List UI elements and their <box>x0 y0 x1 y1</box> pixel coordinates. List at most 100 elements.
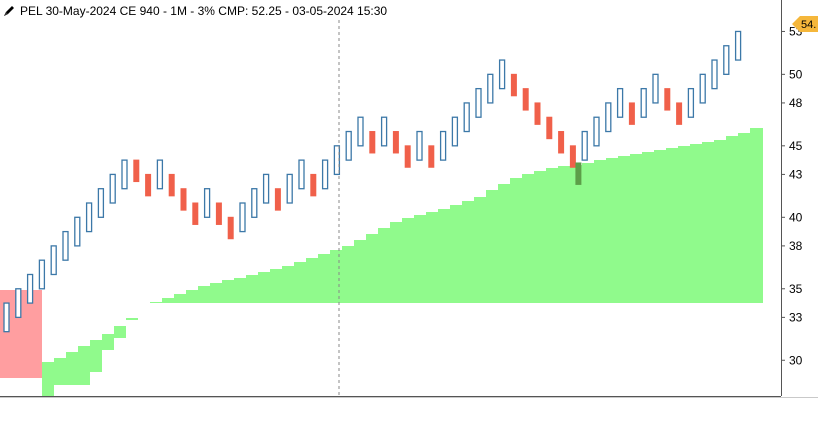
renko-box-down <box>628 102 635 125</box>
channel-fill-step <box>66 352 78 385</box>
renko-box-down <box>274 188 281 211</box>
channel-fill-step <box>402 218 414 303</box>
renko-box-up <box>38 259 46 290</box>
channel-fill-step <box>342 246 354 303</box>
renko-box-up <box>203 188 211 218</box>
channel-fill-step <box>282 266 294 303</box>
channel-fill-step <box>102 334 114 350</box>
renko-box-down <box>428 145 435 168</box>
renko-box-up <box>62 230 69 261</box>
channel-fill-step <box>414 215 426 303</box>
y-tick-label: 30 <box>789 353 803 367</box>
renko-box-up <box>616 87 624 118</box>
price-badge-label: 54. <box>801 19 816 31</box>
renko-box-down <box>404 145 411 168</box>
channel-fill-step <box>174 294 186 303</box>
channel-fill-step <box>438 209 450 303</box>
renko-box-down <box>227 216 234 240</box>
channel-fill-step <box>90 340 102 372</box>
y-tick-label: 43 <box>789 167 803 181</box>
renko-box-up <box>699 73 706 104</box>
channel-fill-step <box>582 163 594 303</box>
renko-box-up <box>50 245 57 276</box>
renko-box-up <box>97 188 105 218</box>
channel-fill-step <box>522 174 534 303</box>
y-tick-label: 33 <box>789 310 803 324</box>
signal-marker-box <box>575 162 582 185</box>
renko-box-up <box>734 30 742 61</box>
renko-box-down <box>546 116 553 140</box>
renko-box-up <box>605 102 612 133</box>
renko-box-down <box>369 131 376 154</box>
renko-box-up <box>3 302 10 333</box>
y-tick-label: 35 <box>789 282 803 296</box>
renko-box-up <box>593 116 600 147</box>
channel-fill-step <box>210 283 222 303</box>
renko-box-down <box>180 188 187 211</box>
pencil-icon[interactable] <box>2 4 16 18</box>
renko-box-up <box>723 45 730 75</box>
channel-fill-step <box>186 290 198 303</box>
channel-fill-step <box>258 272 270 303</box>
channel-fill-step <box>570 165 582 303</box>
channel-fill-step <box>126 318 138 320</box>
channel-fill-step <box>654 150 666 303</box>
channel-fill-step <box>486 190 498 303</box>
renko-box-up <box>156 159 164 190</box>
renko-box-down <box>310 173 317 197</box>
price-badge: 54. <box>792 16 818 32</box>
channel-fill-step <box>714 140 726 303</box>
channel-fill-step <box>690 144 702 303</box>
renko-box-up <box>357 116 364 147</box>
price-badge-shape <box>792 16 818 32</box>
renko-box-down <box>215 202 222 225</box>
channel-fill-step <box>630 154 642 303</box>
channel-fill-step <box>450 205 462 303</box>
channel-fill-step <box>738 133 750 303</box>
y-tick-label: 48 <box>789 96 803 110</box>
channel-fill-step <box>78 346 90 385</box>
renko-box-up <box>239 202 246 233</box>
renko-box-up <box>475 87 482 118</box>
renko-box-down <box>664 88 671 111</box>
renko-box-down <box>392 131 399 154</box>
channel-fill-step <box>546 168 558 303</box>
channel-fill-step <box>234 278 246 303</box>
channel-fill-step <box>498 184 510 303</box>
renko-box-down <box>676 102 683 125</box>
channel-fill-step <box>162 298 174 303</box>
renko-box-up <box>15 288 22 319</box>
channel-fill-step <box>558 166 570 303</box>
renko-box-up <box>652 73 659 104</box>
channel-fill-step <box>510 178 522 303</box>
channel-fill-step <box>366 234 378 303</box>
channel-fill-step <box>678 146 690 303</box>
channel-fill-step <box>150 302 162 303</box>
renko-box-down <box>558 131 565 154</box>
renko-box-up <box>451 116 459 147</box>
chart-title-bar: PEL 30-May-2024 CE 940 - 1M - 3% CMP: 52… <box>2 2 388 20</box>
chart-title: PEL 30-May-2024 CE 940 - 1M - 3% CMP: 52… <box>20 4 388 18</box>
renko-box-down <box>145 173 152 197</box>
renko-box-down <box>133 159 140 183</box>
renko-box-down <box>192 202 199 225</box>
renko-box-up <box>439 130 447 161</box>
y-tick-label: 40 <box>789 210 803 224</box>
y-tick-label: 45 <box>789 139 803 153</box>
renko-box-up <box>711 59 718 90</box>
renko-box-up <box>487 73 494 104</box>
channel-fill-step <box>666 148 678 303</box>
channel-fill-step <box>246 275 258 303</box>
channel-fill-step <box>426 212 438 303</box>
renko-box-up <box>345 130 352 161</box>
channel-fill-step <box>330 250 342 303</box>
channel-fill-step <box>462 201 474 303</box>
fill-layer <box>0 128 763 396</box>
channel-fill-step <box>270 269 282 303</box>
y-tick-label: 50 <box>789 67 803 81</box>
renko-box-down <box>534 102 541 125</box>
channel-fill-step <box>294 262 306 303</box>
footer-strip <box>0 397 818 420</box>
